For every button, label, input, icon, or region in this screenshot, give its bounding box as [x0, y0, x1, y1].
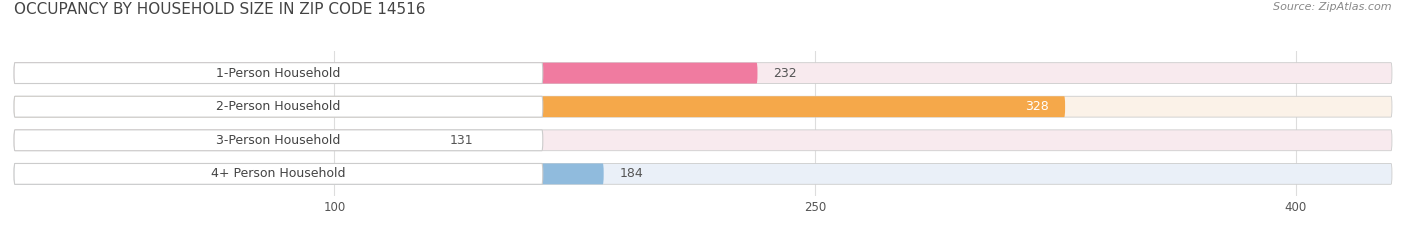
Text: 184: 184	[620, 167, 644, 180]
FancyBboxPatch shape	[14, 96, 543, 117]
FancyBboxPatch shape	[14, 130, 543, 151]
FancyBboxPatch shape	[14, 63, 1392, 83]
FancyBboxPatch shape	[14, 63, 758, 83]
Text: 131: 131	[450, 134, 474, 147]
FancyBboxPatch shape	[14, 130, 1392, 151]
Text: 328: 328	[1025, 100, 1049, 113]
FancyBboxPatch shape	[14, 96, 1066, 117]
FancyBboxPatch shape	[14, 130, 434, 151]
Text: 1-Person Household: 1-Person Household	[217, 67, 340, 80]
FancyBboxPatch shape	[14, 164, 603, 184]
FancyBboxPatch shape	[14, 63, 543, 83]
FancyBboxPatch shape	[14, 164, 543, 184]
FancyBboxPatch shape	[14, 96, 1392, 117]
Text: 4+ Person Household: 4+ Person Household	[211, 167, 346, 180]
Text: OCCUPANCY BY HOUSEHOLD SIZE IN ZIP CODE 14516: OCCUPANCY BY HOUSEHOLD SIZE IN ZIP CODE …	[14, 2, 426, 17]
Text: 232: 232	[773, 67, 797, 80]
Text: Source: ZipAtlas.com: Source: ZipAtlas.com	[1274, 2, 1392, 12]
Text: 3-Person Household: 3-Person Household	[217, 134, 340, 147]
Text: 2-Person Household: 2-Person Household	[217, 100, 340, 113]
FancyBboxPatch shape	[14, 164, 1392, 184]
